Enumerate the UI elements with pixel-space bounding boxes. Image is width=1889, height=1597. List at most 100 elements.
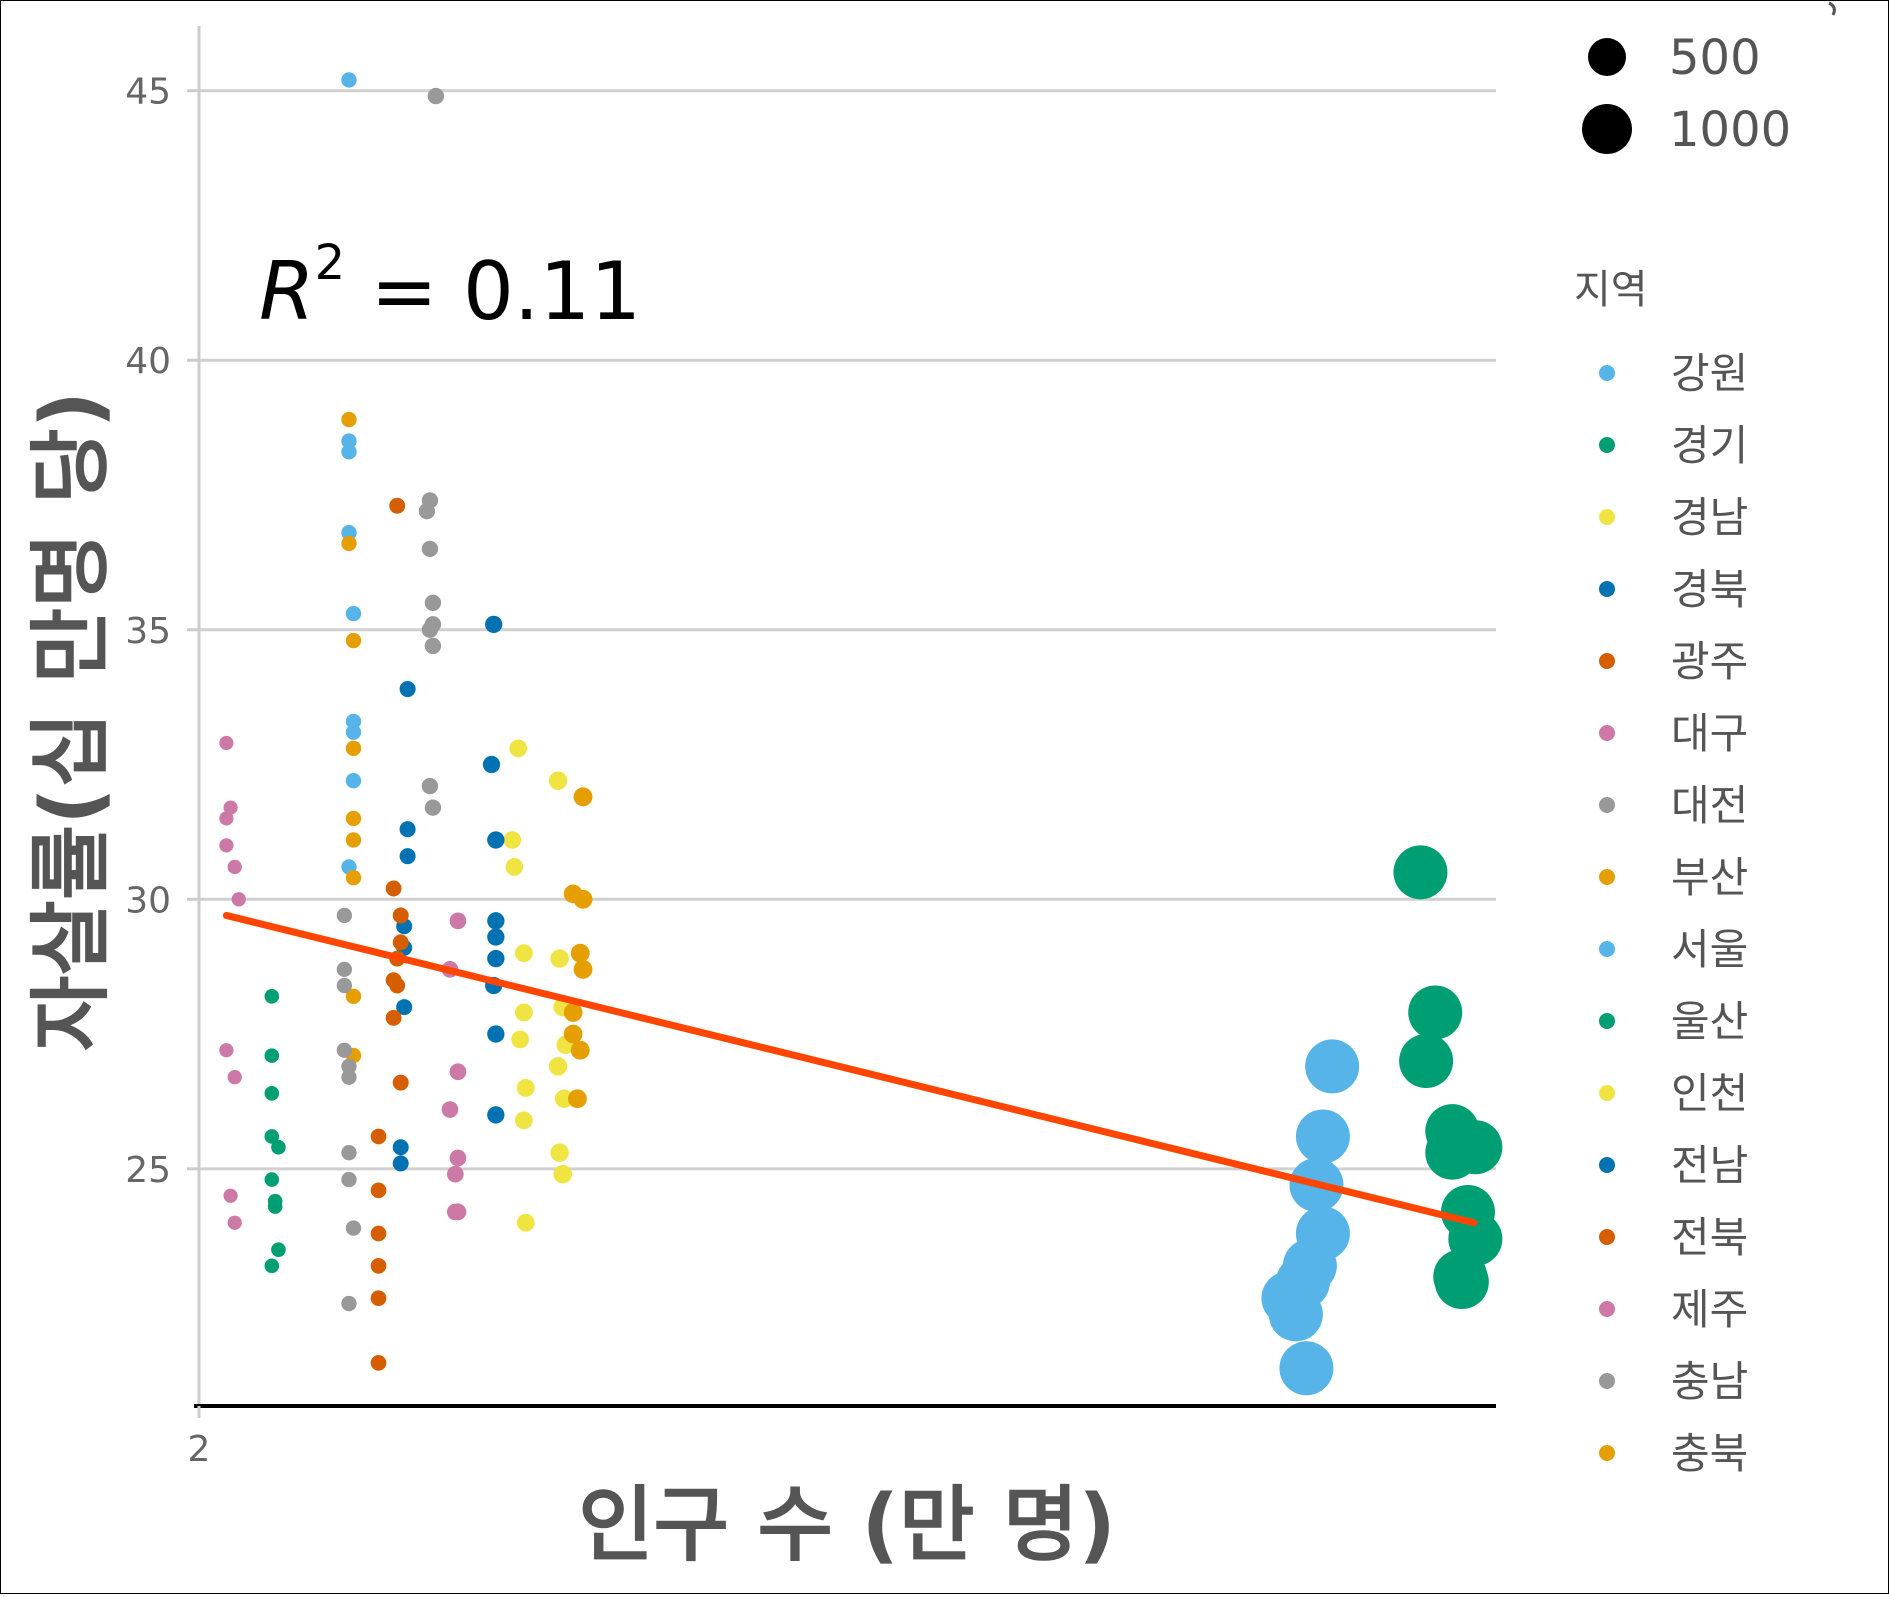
data-point: [424, 594, 442, 611]
data-point: [553, 1164, 572, 1184]
legend-label: 서울: [1671, 925, 1748, 974]
legend-label: 경북: [1671, 565, 1748, 614]
x-axis-title: 인구 수 (만 명): [578, 1478, 1116, 1573]
data-point: [219, 1043, 234, 1058]
data-point: [446, 1165, 464, 1183]
legend-key: [1599, 941, 1615, 957]
size-legend-label-500: 500: [1669, 30, 1761, 86]
data-point: [399, 848, 416, 865]
data-point: [487, 949, 505, 968]
data-point: [370, 1182, 387, 1199]
data-point: [449, 1063, 467, 1081]
data-point: [264, 1129, 280, 1144]
data-point: [573, 889, 593, 909]
legend-key: [1599, 365, 1615, 381]
data-point: [514, 1003, 533, 1022]
legend-key: [1599, 1445, 1615, 1461]
data-point: [231, 892, 246, 907]
data-point: [336, 961, 353, 978]
data-point: [264, 1172, 280, 1187]
legend-clipped-fragment-icon: [1828, 1, 1836, 16]
data-point: [1279, 1341, 1334, 1396]
gridlines: [187, 89, 1496, 1171]
legend-label: 충북: [1671, 1429, 1748, 1478]
data-point: [396, 999, 413, 1016]
data-point: [1305, 1039, 1360, 1094]
data-point: [487, 831, 505, 849]
data-point: [1399, 1034, 1454, 1088]
data-point: [563, 1003, 583, 1022]
y-tick-label: 25: [125, 1150, 171, 1191]
legend-label: 울산: [1671, 997, 1748, 1046]
data-point: [573, 787, 593, 807]
y-axis-title: 자살률(십 만명 당): [24, 391, 119, 1051]
data-point: [1393, 845, 1448, 900]
data-point: [271, 1139, 286, 1155]
data-point: [392, 1139, 409, 1156]
data-point: [503, 831, 522, 849]
data-point: [227, 859, 242, 875]
y-tick-label: 45: [125, 72, 171, 113]
legend-key: [1599, 1157, 1615, 1173]
data-point: [449, 1149, 467, 1167]
trend-line-group: [222, 911, 1478, 1227]
data-points: [219, 72, 1503, 1396]
data-point: [509, 739, 528, 758]
data-point: [271, 1242, 286, 1257]
size-legend-dot-500: [1588, 38, 1626, 76]
data-point: [487, 928, 505, 946]
data-point: [421, 540, 439, 558]
y-tick-label: 35: [125, 611, 171, 652]
data-point: [550, 949, 569, 968]
data-point: [449, 912, 467, 930]
data-point: [1434, 1255, 1489, 1310]
data-point: [399, 681, 416, 698]
data-point: [516, 1213, 535, 1232]
data-point: [568, 1089, 587, 1109]
data-point: [424, 637, 442, 655]
data-point: [219, 811, 234, 826]
data-point: [554, 1089, 574, 1109]
data-point: [548, 771, 568, 790]
data-point: [392, 1155, 409, 1172]
data-point: [441, 1101, 459, 1118]
data-point: [345, 740, 362, 757]
size-legend-label-1000: 1000: [1669, 102, 1791, 158]
legend-key: [1599, 581, 1615, 597]
r-squared-r: R: [259, 245, 315, 338]
data-point: [223, 800, 238, 815]
data-point: [385, 1009, 402, 1026]
data-point: [345, 988, 362, 1005]
legend-key: [1599, 725, 1615, 741]
data-point: [345, 810, 362, 827]
data-point: [345, 713, 362, 730]
data-point: [227, 1215, 242, 1230]
data-point: [399, 821, 416, 838]
data-point: [573, 959, 593, 979]
legend-key: [1599, 869, 1615, 885]
size-legend-dot-1000: [1582, 104, 1632, 154]
data-point: [570, 943, 590, 963]
legend-label: 충남: [1671, 1357, 1748, 1406]
data-point: [370, 1290, 387, 1307]
data-point: [341, 1144, 357, 1161]
data-point: [341, 433, 357, 449]
data-point: [1448, 1211, 1503, 1266]
data-point: [341, 1058, 357, 1075]
trend-line: [222, 911, 1478, 1227]
data-point: [345, 605, 362, 622]
data-point: [482, 755, 501, 774]
legend-label: 대구: [1671, 709, 1748, 758]
axes: [194, 26, 1496, 1418]
legend-label: 제주: [1671, 1285, 1748, 1334]
data-point: [345, 724, 362, 740]
data-point: [370, 1225, 387, 1242]
data-point: [385, 880, 402, 897]
legend-label: 전남: [1671, 1141, 1748, 1190]
data-point: [336, 977, 353, 994]
data-point: [370, 1128, 387, 1145]
data-point: [550, 1143, 569, 1162]
data-point: [389, 497, 406, 514]
